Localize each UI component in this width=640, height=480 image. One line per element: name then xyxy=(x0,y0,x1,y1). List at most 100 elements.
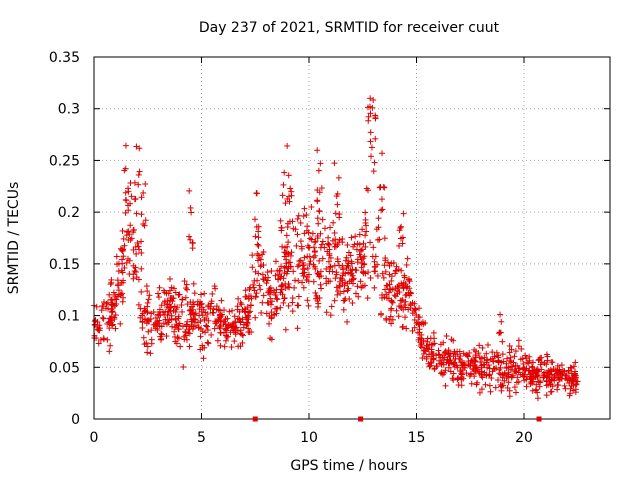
data-point xyxy=(247,302,254,309)
data-point xyxy=(166,308,173,315)
data-point xyxy=(227,329,234,336)
data-point xyxy=(160,320,167,327)
data-point xyxy=(277,289,284,296)
data-point xyxy=(359,283,366,290)
data-point xyxy=(548,377,555,384)
data-point xyxy=(265,300,272,307)
x-tick-label: 0 xyxy=(90,430,99,446)
y-tick-label: 0 xyxy=(71,412,80,428)
data-point xyxy=(259,299,266,306)
data-point xyxy=(379,206,386,213)
data-point xyxy=(570,363,577,370)
data-point xyxy=(405,276,412,283)
data-point xyxy=(416,305,423,312)
data-point xyxy=(209,290,216,297)
data-point xyxy=(450,337,457,344)
data-point xyxy=(249,264,256,271)
y-tick-labels: 0 0.05 0.1 0.15 0.2 0.25 0.3 0.35 xyxy=(49,50,80,428)
data-point xyxy=(294,325,301,332)
data-point xyxy=(506,343,513,350)
data-point xyxy=(135,181,142,188)
data-point xyxy=(561,382,568,389)
data-point xyxy=(319,255,326,262)
data-point xyxy=(108,276,115,283)
data-point xyxy=(327,224,334,231)
data-point xyxy=(136,246,143,253)
data-point xyxy=(371,284,378,291)
data-point xyxy=(365,269,372,276)
data-point xyxy=(268,309,275,316)
data-point xyxy=(444,356,451,363)
data-point xyxy=(290,225,297,232)
data-point xyxy=(228,344,235,351)
data-point xyxy=(162,316,169,323)
data-point xyxy=(94,326,101,333)
data-point xyxy=(344,318,351,325)
data-point xyxy=(512,348,519,355)
data-point xyxy=(289,295,296,302)
data-point xyxy=(157,333,164,340)
data-point xyxy=(272,291,279,298)
data-point xyxy=(213,303,220,310)
data-point xyxy=(109,321,116,328)
data-point xyxy=(182,328,189,335)
data-point xyxy=(339,262,346,269)
data-point xyxy=(574,378,581,385)
data-point xyxy=(314,215,321,222)
data-point xyxy=(231,313,238,320)
data-point xyxy=(515,337,522,344)
data-point xyxy=(354,259,361,266)
data-point xyxy=(523,383,530,390)
data-point xyxy=(491,353,498,360)
data-point xyxy=(296,258,303,265)
data-point xyxy=(385,259,392,266)
data-point xyxy=(315,220,322,227)
data-point xyxy=(155,294,162,301)
chart-title: Day 237 of 2021, SRMTID for receiver cuu… xyxy=(199,20,500,36)
data-point xyxy=(409,327,416,334)
data-point xyxy=(104,336,111,343)
data-point xyxy=(380,183,387,190)
data-point xyxy=(472,358,479,365)
data-point xyxy=(356,241,363,248)
data-point xyxy=(240,332,247,339)
data-point xyxy=(286,284,293,291)
data-point xyxy=(275,276,282,283)
data-point xyxy=(217,329,224,336)
data-point xyxy=(363,222,370,229)
data-point xyxy=(139,324,146,331)
data-point xyxy=(333,271,340,278)
data-point xyxy=(397,303,404,310)
data-point xyxy=(122,209,129,216)
data-point xyxy=(312,238,319,245)
data-point xyxy=(186,343,193,350)
data-point xyxy=(281,253,288,260)
data-point xyxy=(205,302,212,309)
data-point xyxy=(389,316,396,323)
data-point xyxy=(257,263,264,270)
data-point xyxy=(397,235,404,242)
data-point xyxy=(389,299,396,306)
data-point xyxy=(259,251,266,258)
data-point xyxy=(398,223,405,230)
data-point xyxy=(451,348,458,355)
data-point xyxy=(418,344,425,351)
baseline-marker xyxy=(536,416,542,422)
data-point xyxy=(273,286,280,293)
data-point xyxy=(267,284,274,291)
data-point xyxy=(314,147,321,154)
data-point xyxy=(329,237,336,244)
data-point xyxy=(393,267,400,274)
data-point xyxy=(131,179,138,186)
data-point xyxy=(252,233,259,240)
data-point xyxy=(154,326,161,333)
data-point xyxy=(216,323,223,330)
data-point xyxy=(93,303,100,310)
data-point xyxy=(203,315,210,322)
data-point xyxy=(158,336,165,343)
data-point xyxy=(367,239,374,246)
data-point xyxy=(282,326,289,333)
data-point xyxy=(487,388,494,395)
data-point xyxy=(189,245,196,252)
